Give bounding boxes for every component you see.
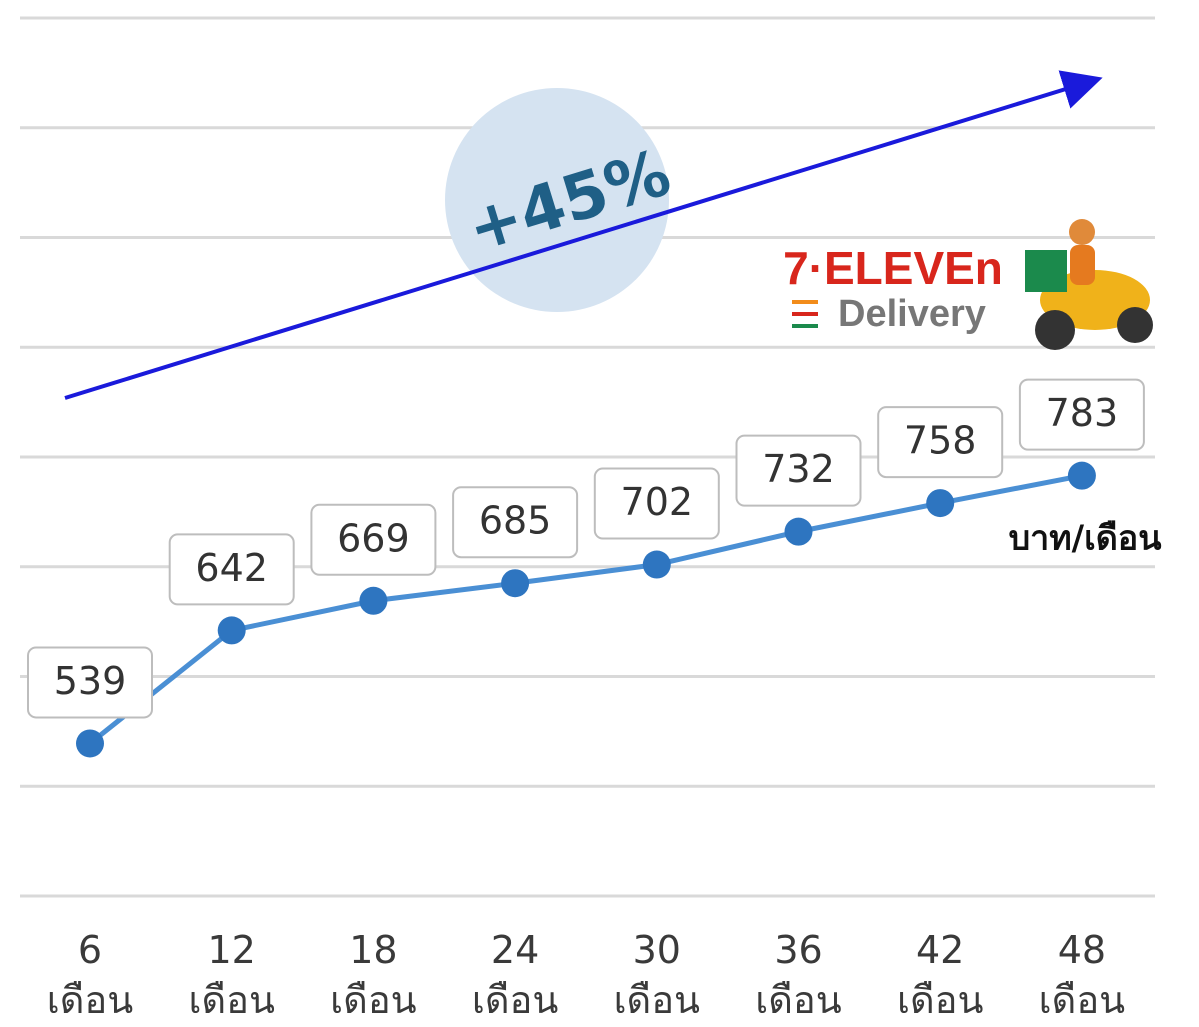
data-line [88, 473, 1083, 746]
x-tick-label: 24 เดือน [471, 928, 559, 1022]
value-label: 669 [337, 516, 410, 560]
x-tick-label: 30 เดือน [613, 928, 701, 1022]
value-label: 702 [621, 480, 694, 524]
logo-service: Delivery [838, 293, 986, 335]
value-label-box [593, 467, 720, 540]
value-label: 539 [54, 659, 127, 703]
value-label: 758 [904, 419, 977, 463]
value-label-box [27, 646, 153, 719]
x-tick-label: 6 เดือน [46, 928, 134, 1022]
logo-brand: 7·ELEVEn [783, 242, 1003, 294]
logo-stripes [792, 300, 818, 328]
data-point [359, 586, 388, 615]
data-point [784, 517, 813, 546]
value-label: 642 [195, 546, 268, 590]
unit-label: บาท/เดือน [1009, 519, 1162, 559]
data-point [76, 729, 104, 758]
value-label: 685 [479, 499, 552, 543]
value-label-box [452, 486, 579, 559]
value-label-box [735, 434, 862, 507]
value-label-box [877, 406, 1004, 479]
x-tick-label: 36 เดือน [755, 928, 842, 1022]
data-point [217, 616, 246, 645]
value-label: 783 [1046, 391, 1119, 435]
x-tick-label: 12 เดือน [188, 928, 275, 1022]
value-label-box [1018, 378, 1145, 451]
value-label: 732 [762, 447, 835, 491]
trend-arrow [64, 70, 1103, 400]
value-label-box [310, 503, 437, 576]
data-point [501, 569, 530, 598]
x-tick-label: 18 เดือน [330, 928, 417, 1022]
x-tick-label: 42 เดือน [896, 928, 984, 1022]
data-point [1067, 461, 1096, 490]
x-tick-label: 48 เดือน [1038, 928, 1126, 1022]
data-point [642, 550, 671, 579]
value-label-box [168, 533, 295, 606]
highlight-circle [445, 88, 669, 312]
scooter-icon [1025, 219, 1153, 350]
data-point [926, 489, 955, 518]
